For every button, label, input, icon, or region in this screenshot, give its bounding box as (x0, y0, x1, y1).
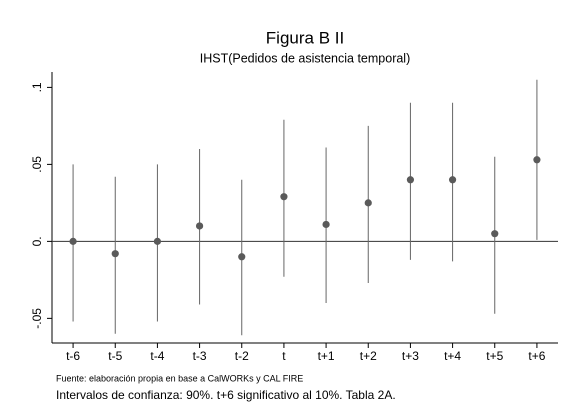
chart-subtitle: IHST(Pedidos de asistencia temporal) (200, 51, 411, 65)
point-estimate (449, 176, 456, 183)
x-tick-label: t+2 (360, 349, 377, 363)
x-tick-label: t+1 (318, 349, 335, 363)
point-estimate (196, 222, 203, 229)
x-tick-label: t-6 (66, 349, 80, 363)
point-estimate (154, 238, 161, 245)
point-estimate (238, 253, 245, 260)
x-tick-label: t+3 (402, 349, 419, 363)
point-estimate (407, 176, 414, 183)
x-tick-label: t+5 (486, 349, 503, 363)
y-tick-label: -.05 (30, 308, 44, 329)
footnote: Intervalos de confianza: 90%. t+6 signif… (56, 388, 396, 402)
source-note: Fuente: elaboración propia en base a Cal… (56, 373, 303, 383)
chart-title: Figura B II (266, 28, 344, 47)
y-tick-label: .1 (30, 82, 44, 92)
point-estimate (533, 156, 540, 163)
x-tick-label: t+6 (528, 349, 545, 363)
x-tick-label: t-5 (108, 349, 122, 363)
x-tick-label: t-2 (235, 349, 249, 363)
point-estimate (491, 230, 498, 237)
point-estimate (322, 221, 329, 228)
point-estimate (365, 199, 372, 206)
x-tick-label: t-4 (150, 349, 164, 363)
chart: Figura B II IHST(Pedidos de asistencia t… (0, 0, 565, 405)
point-estimate (69, 238, 76, 245)
x-tick-label: t+4 (444, 349, 461, 363)
y-tick-label: 0. (30, 236, 44, 246)
y-tick-label: .05 (30, 156, 44, 173)
point-estimate (112, 250, 119, 257)
x-tick-label: t-3 (193, 349, 207, 363)
point-estimate (280, 193, 287, 200)
